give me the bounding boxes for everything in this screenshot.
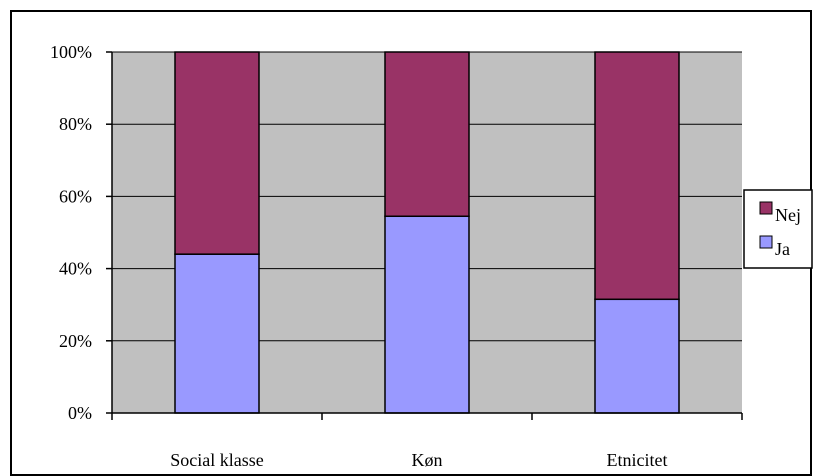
legend-swatch-ja [759, 235, 773, 249]
bar-ja-2 [384, 215, 470, 414]
y-tick-label: 80% [59, 114, 92, 134]
x-tick-label: Etnicitet [607, 450, 668, 470]
x-tick-label: Social klasse [170, 450, 263, 470]
y-tick-labels: 0% 20% 40% 60% 80% 100% [50, 42, 92, 423]
bar-ja-1 [174, 253, 260, 414]
legend-box [743, 189, 813, 269]
y-tick-label: 40% [59, 259, 92, 279]
x-tick-label: Køn [412, 450, 443, 470]
bars [174, 51, 680, 414]
legend-label-ja: Ja [775, 239, 790, 259]
legend-label-nej: Nej [775, 205, 801, 225]
bar-nej-2 [384, 51, 470, 218]
y-tick-label: 0% [68, 403, 92, 423]
bar-ja-3 [594, 298, 680, 414]
bar-nej-1 [174, 51, 260, 255]
y-tick-label: 100% [50, 42, 92, 62]
bar-nej-3 [594, 51, 680, 301]
legend: Nej Ja [743, 189, 813, 269]
y-tick-label: 20% [59, 331, 92, 351]
x-tick-labels: Social klasse Køn Etnicitet [170, 450, 667, 470]
axes [106, 51, 743, 420]
y-tick-label: 60% [59, 186, 92, 206]
legend-swatch-nej [759, 201, 773, 215]
